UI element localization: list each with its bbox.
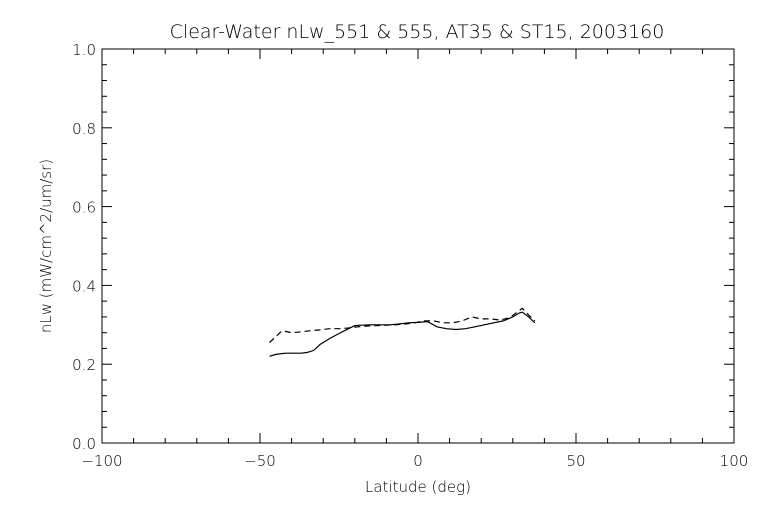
x-tick-label: 50 bbox=[566, 452, 585, 470]
y-tick-label: 0.2 bbox=[72, 356, 96, 374]
series-line-solid bbox=[269, 311, 536, 357]
tick-labels: −100 −50 0 50 100 0.0 0.2 0.4 0.6 0.8 1.0 bbox=[72, 41, 748, 470]
chart-title: Clear-Water nLw_551 & 555, AT35 & ST15, … bbox=[170, 21, 665, 43]
x-tick-label: −50 bbox=[244, 452, 276, 470]
y-tick-label: 0.4 bbox=[72, 277, 96, 295]
plot-frame bbox=[101, 48, 735, 444]
series-layer bbox=[269, 307, 536, 357]
y-tick-label: 0.6 bbox=[72, 199, 96, 217]
series-line-dashed bbox=[269, 307, 536, 343]
y-tick-label: 0.0 bbox=[72, 435, 96, 453]
y-tick-label: 0.8 bbox=[72, 120, 96, 138]
x-tick-label: −100 bbox=[81, 452, 122, 470]
y-axis-label: nLw (mW/cm^2/um/sr) bbox=[37, 159, 55, 333]
axis-ticks bbox=[101, 48, 735, 444]
x-axis-label: Latitude (deg) bbox=[365, 478, 471, 496]
x-tick-label: 0 bbox=[413, 452, 423, 470]
y-tick-label: 1.0 bbox=[72, 41, 96, 59]
x-tick-label: 100 bbox=[720, 452, 749, 470]
